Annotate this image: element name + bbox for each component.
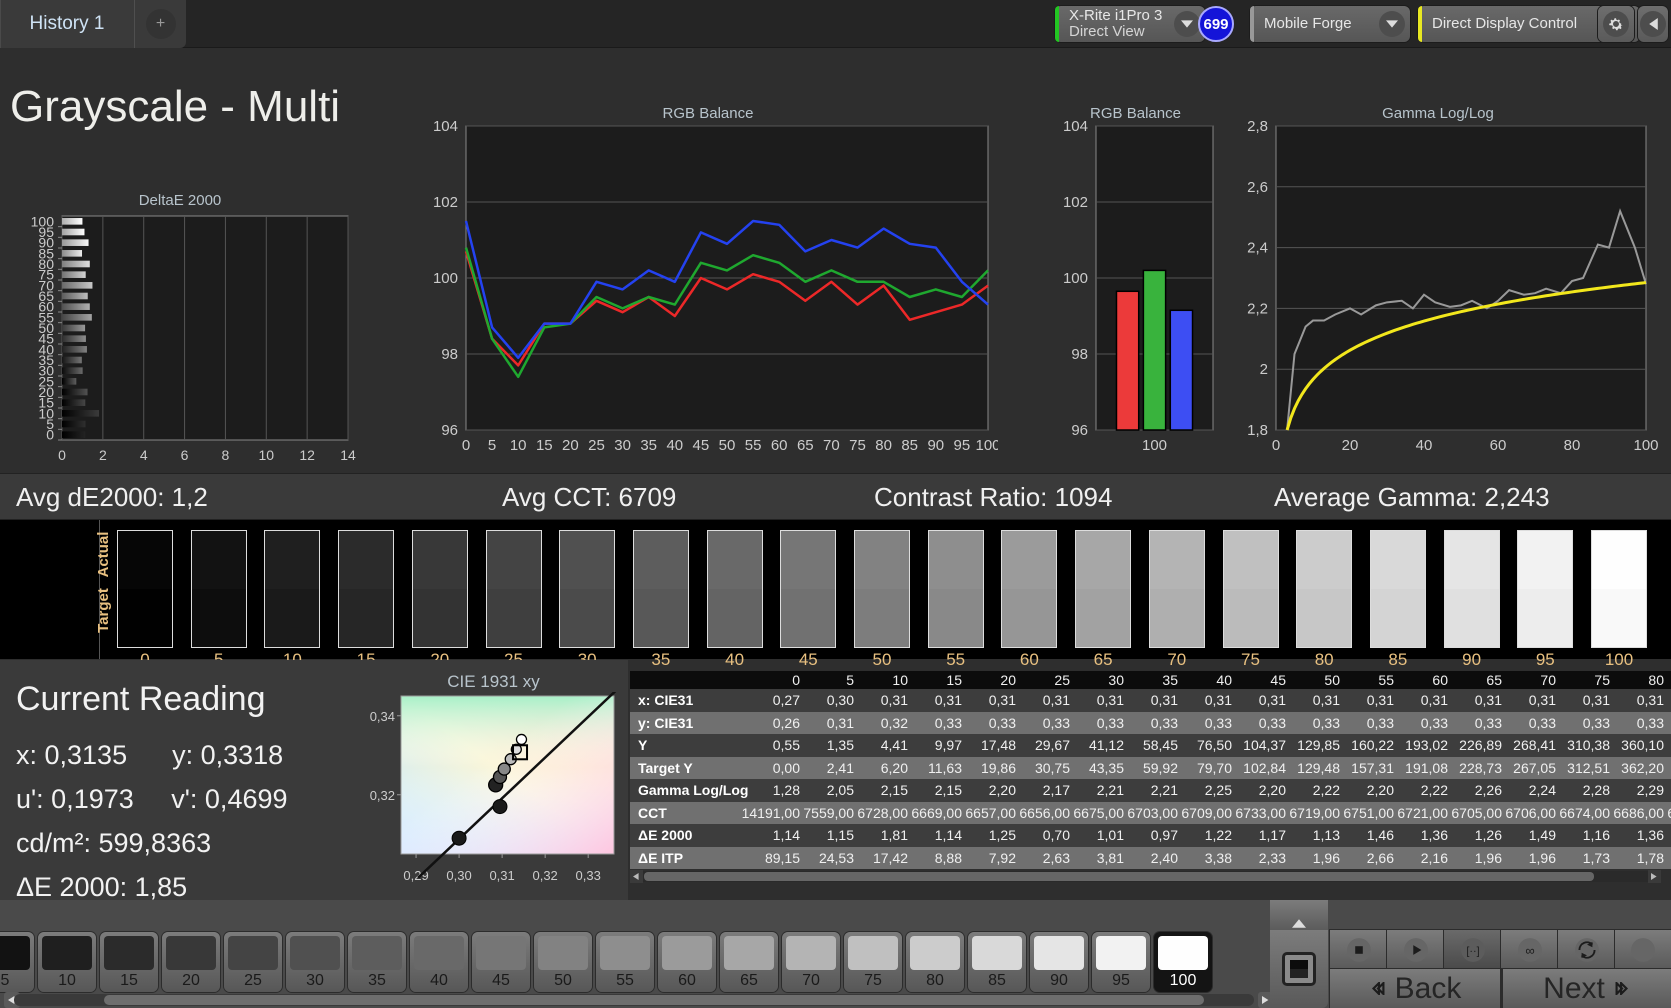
svg-text:2: 2 <box>99 447 107 463</box>
svg-text:102: 102 <box>433 194 458 211</box>
svg-text:75: 75 <box>849 437 866 454</box>
svg-text:45: 45 <box>693 437 710 454</box>
svg-text:0,34: 0,34 <box>370 709 395 724</box>
svg-text:0: 0 <box>462 437 470 454</box>
svg-text:2,6: 2,6 <box>1247 179 1268 196</box>
svg-text:100: 100 <box>433 270 458 287</box>
svg-text:20: 20 <box>1342 437 1359 454</box>
svg-text:2: 2 <box>1260 361 1268 378</box>
svg-text:2,8: 2,8 <box>1247 120 1268 135</box>
svg-text:85: 85 <box>901 437 918 454</box>
svg-text:100: 100 <box>975 437 998 454</box>
svg-text:10: 10 <box>258 447 274 463</box>
svg-text:0: 0 <box>58 447 66 463</box>
svg-text:65: 65 <box>797 437 814 454</box>
svg-text:0,32: 0,32 <box>370 788 395 803</box>
svg-text:30: 30 <box>614 437 631 454</box>
svg-text:40: 40 <box>1416 437 1433 454</box>
svg-text:60: 60 <box>771 437 788 454</box>
svg-text:0,30: 0,30 <box>446 868 471 883</box>
svg-text:2,2: 2,2 <box>1247 300 1268 317</box>
svg-text:50: 50 <box>719 437 736 454</box>
svg-text:90: 90 <box>927 437 944 454</box>
svg-text:0,32: 0,32 <box>532 868 557 883</box>
svg-text:0,33: 0,33 <box>576 868 601 883</box>
svg-text:5: 5 <box>488 437 496 454</box>
svg-text:20: 20 <box>562 437 579 454</box>
svg-text:96: 96 <box>441 422 458 439</box>
svg-text:80: 80 <box>875 437 892 454</box>
svg-text:14: 14 <box>340 447 356 463</box>
svg-text:1,8: 1,8 <box>1247 422 1268 439</box>
svg-text:0: 0 <box>46 427 54 443</box>
svg-text:80: 80 <box>1564 437 1581 454</box>
svg-text:8: 8 <box>222 447 230 463</box>
svg-text:100: 100 <box>1633 437 1658 454</box>
svg-text:0: 0 <box>1272 437 1280 454</box>
svg-text:25: 25 <box>588 437 605 454</box>
svg-text:98: 98 <box>441 346 458 363</box>
svg-text:102: 102 <box>1063 194 1088 211</box>
svg-text:[··]: [··] <box>1466 945 1479 957</box>
svg-text:100: 100 <box>1063 270 1088 287</box>
svg-text:40: 40 <box>666 437 683 454</box>
svg-text:6: 6 <box>181 447 189 463</box>
svg-text:15: 15 <box>536 437 553 454</box>
svg-text:0,31: 0,31 <box>489 868 514 883</box>
svg-text:98: 98 <box>1071 346 1088 363</box>
svg-text:104: 104 <box>433 120 458 135</box>
svg-text:∞: ∞ <box>1525 942 1534 957</box>
svg-text:35: 35 <box>640 437 657 454</box>
svg-text:100: 100 <box>1142 437 1167 454</box>
svg-text:60: 60 <box>1490 437 1507 454</box>
svg-text:95: 95 <box>954 437 971 454</box>
svg-text:104: 104 <box>1063 120 1088 135</box>
svg-text:2,4: 2,4 <box>1247 240 1268 257</box>
svg-text:4: 4 <box>140 447 148 463</box>
svg-text:70: 70 <box>823 437 840 454</box>
svg-text:12: 12 <box>299 447 315 463</box>
svg-text:55: 55 <box>745 437 762 454</box>
svg-text:96: 96 <box>1071 422 1088 439</box>
svg-text:10: 10 <box>510 437 527 454</box>
